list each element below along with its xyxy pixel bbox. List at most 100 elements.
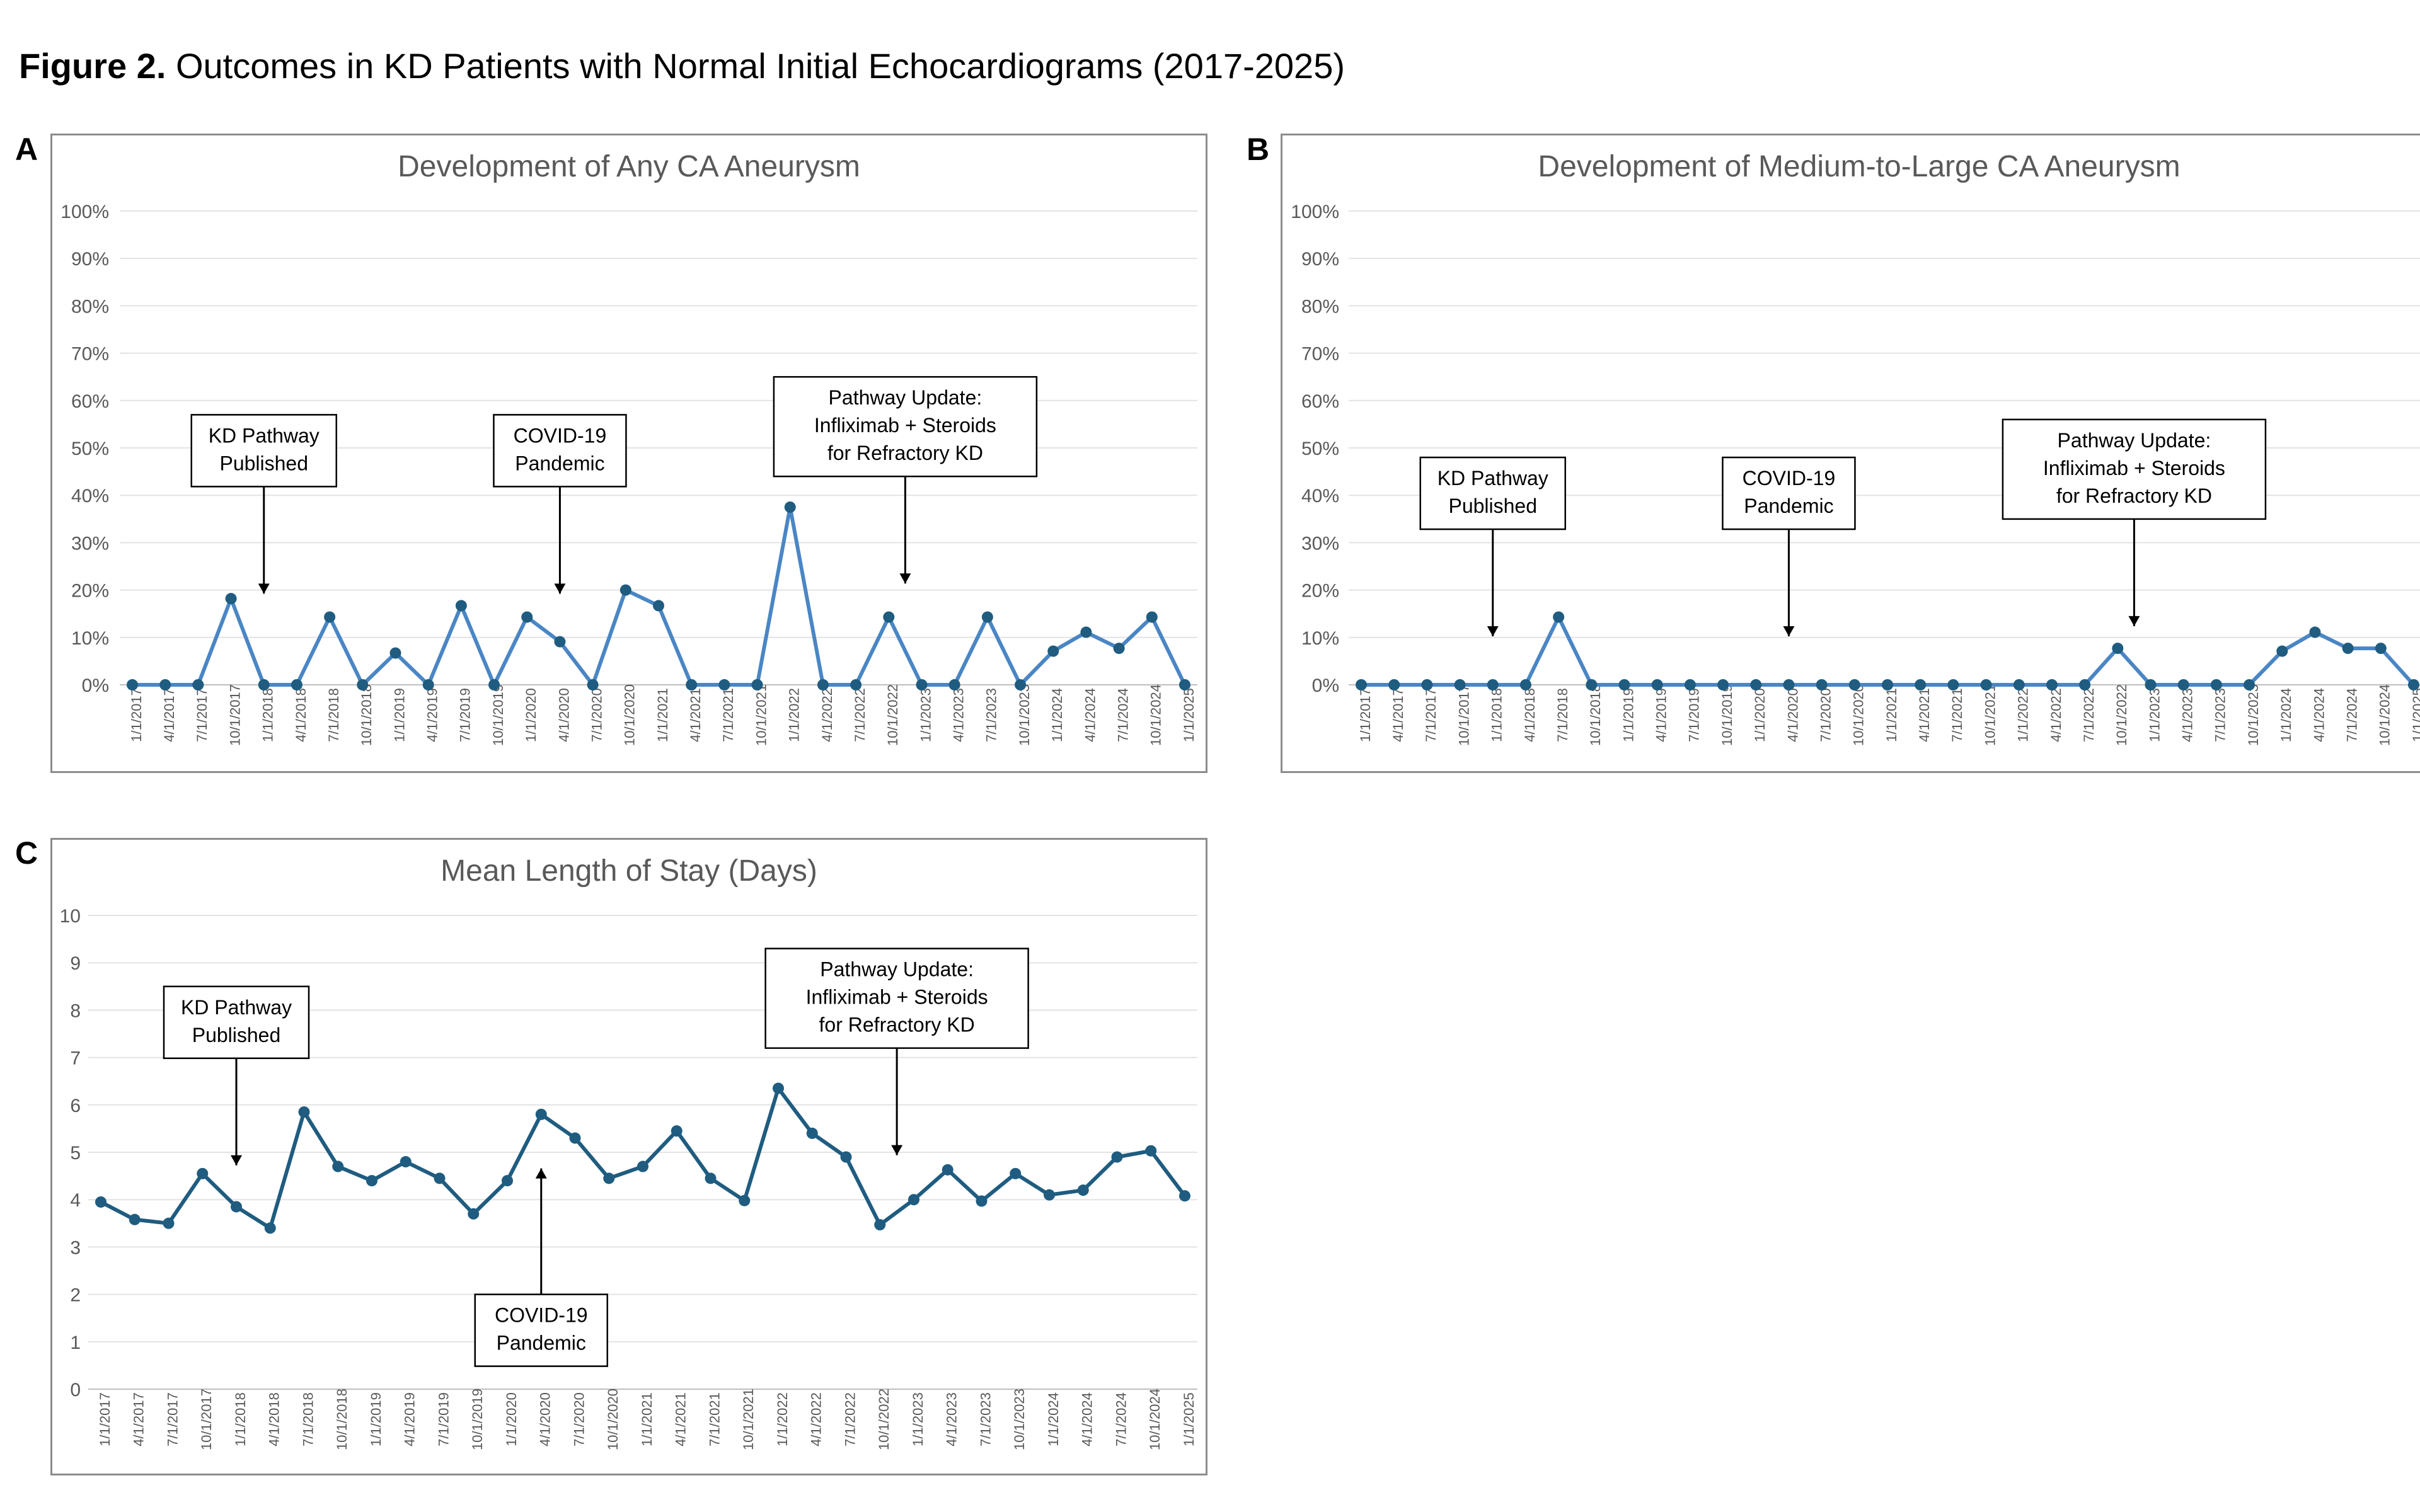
x-tick-label: 1/1/2024 (2278, 688, 2294, 742)
x-tick-label: 10/1/2022 (2114, 684, 2129, 746)
annotation-text: for Refractory KD (827, 442, 983, 464)
data-point (1882, 679, 1893, 690)
y-tick-label: 10% (1301, 628, 1339, 649)
data-point (1015, 679, 1027, 690)
x-tick-label: 4/1/2024 (2311, 688, 2327, 742)
annotation-text: Pathway Update: (2058, 429, 2211, 452)
x-tick-label: 7/1/2024 (1115, 688, 1131, 742)
data-point (2079, 679, 2091, 690)
data-point (1750, 679, 1762, 690)
annotation-arrowhead (899, 573, 911, 584)
data-point (1487, 679, 1499, 690)
data-point (400, 1156, 412, 1168)
x-tick-label: 10/1/2023 (1017, 684, 1032, 746)
panel-letter-b: B (1247, 132, 1270, 167)
x-tick-label: 1/1/2017 (1357, 688, 1373, 742)
x-tick-label: 7/1/2020 (1818, 688, 1833, 742)
annotation-arrowhead (1487, 626, 1499, 637)
x-tick-label: 4/1/2021 (1916, 688, 1932, 742)
x-tick-label: 7/1/2018 (1555, 688, 1570, 742)
y-tick-label: 90% (1301, 249, 1339, 270)
data-point (751, 679, 763, 690)
annotation-arrowhead (231, 1155, 242, 1166)
annotation-box (190, 414, 337, 488)
data-point (389, 647, 401, 659)
data-point (2177, 679, 2189, 690)
panel-letter-a: A (15, 132, 38, 167)
x-tick-label: 7/1/2020 (571, 1392, 587, 1446)
series-line (132, 505, 1187, 687)
x-tick-label: 4/1/2020 (556, 688, 572, 742)
y-tick-label: 7 (70, 1048, 81, 1069)
data-point (2046, 679, 2058, 690)
annotation-text: Pathway Update: (829, 386, 982, 409)
data-point (1010, 1167, 1022, 1179)
annotation-text: for Refractory KD (2056, 484, 2212, 507)
x-tick-label: 1/1/2020 (504, 1392, 519, 1446)
x-tick-label: 4/1/2023 (944, 1392, 960, 1446)
y-tick-label: 20% (71, 581, 109, 602)
data-point (2013, 679, 2025, 690)
annotation-text: Infliximab + Steroids (814, 414, 996, 437)
data-point (773, 1082, 784, 1094)
x-tick-label: 10/1/2021 (1982, 684, 1998, 746)
y-tick-label: 30% (1301, 533, 1339, 554)
y-tick-label: 0 (70, 1380, 81, 1400)
data-point (434, 1172, 446, 1184)
data-point (739, 1194, 751, 1206)
annotation-box (1722, 456, 1856, 530)
data-point (366, 1175, 377, 1187)
data-point (95, 1196, 107, 1208)
annotation-text: Published (219, 452, 308, 474)
x-tick-label: 10/1/2018 (359, 684, 374, 746)
data-point (521, 611, 533, 623)
y-tick-label: 100% (60, 202, 109, 222)
data-point (1044, 1189, 1055, 1201)
annotation-text: Published (192, 1024, 281, 1046)
annotation-arrowhead (554, 583, 566, 594)
data-point (850, 679, 862, 690)
x-tick-label: 4/1/2017 (161, 688, 177, 742)
x-tick-label: 1/1/2018 (1489, 688, 1505, 742)
y-tick-label: 10 (60, 906, 81, 927)
x-tick-label: 1/1/2023 (2146, 688, 2162, 742)
y-tick-label: 30% (71, 533, 109, 554)
data-point (197, 1167, 209, 1179)
series-line (1361, 615, 2416, 687)
data-point (1047, 645, 1059, 657)
y-tick-label: 0% (82, 675, 109, 696)
data-point (1519, 679, 1531, 690)
y-tick-label: 10% (71, 628, 109, 649)
data-point (468, 1208, 480, 1220)
x-tick-label: 1/1/2022 (786, 688, 802, 742)
x-tick-label: 10/1/2020 (1851, 684, 1867, 746)
data-point (883, 611, 895, 623)
annotation-box (2002, 418, 2267, 520)
data-point (1848, 679, 1860, 690)
annotation-text: COVID-19 (514, 424, 607, 447)
data-point (455, 600, 467, 612)
data-point (976, 1195, 988, 1207)
x-tick-label: 1/1/2025 (1181, 688, 1197, 742)
x-tick-label: 4/1/2019 (425, 688, 441, 742)
data-point (1146, 611, 1158, 623)
data-point (603, 1172, 615, 1184)
data-point (718, 679, 730, 690)
data-point (535, 1108, 547, 1120)
data-point (908, 1194, 919, 1206)
annotation-text: Pathway Update: (820, 958, 974, 981)
y-tick-label: 9 (70, 953, 81, 974)
data-point (1651, 679, 1663, 690)
x-tick-label: 1/1/2021 (655, 688, 671, 742)
data-point (192, 679, 204, 690)
x-tick-label: 10/1/2017 (1456, 684, 1472, 746)
chart-title-c: Mean Length of Stay (Days) (441, 854, 817, 888)
data-point (225, 593, 237, 605)
y-tick-label: 80% (71, 296, 109, 317)
y-tick-label: 70% (1301, 344, 1339, 365)
data-point (1980, 679, 1992, 690)
data-point (653, 600, 664, 612)
data-point (569, 1132, 581, 1144)
y-tick-label: 2 (70, 1285, 81, 1306)
x-tick-label: 1/1/2025 (2410, 688, 2420, 742)
